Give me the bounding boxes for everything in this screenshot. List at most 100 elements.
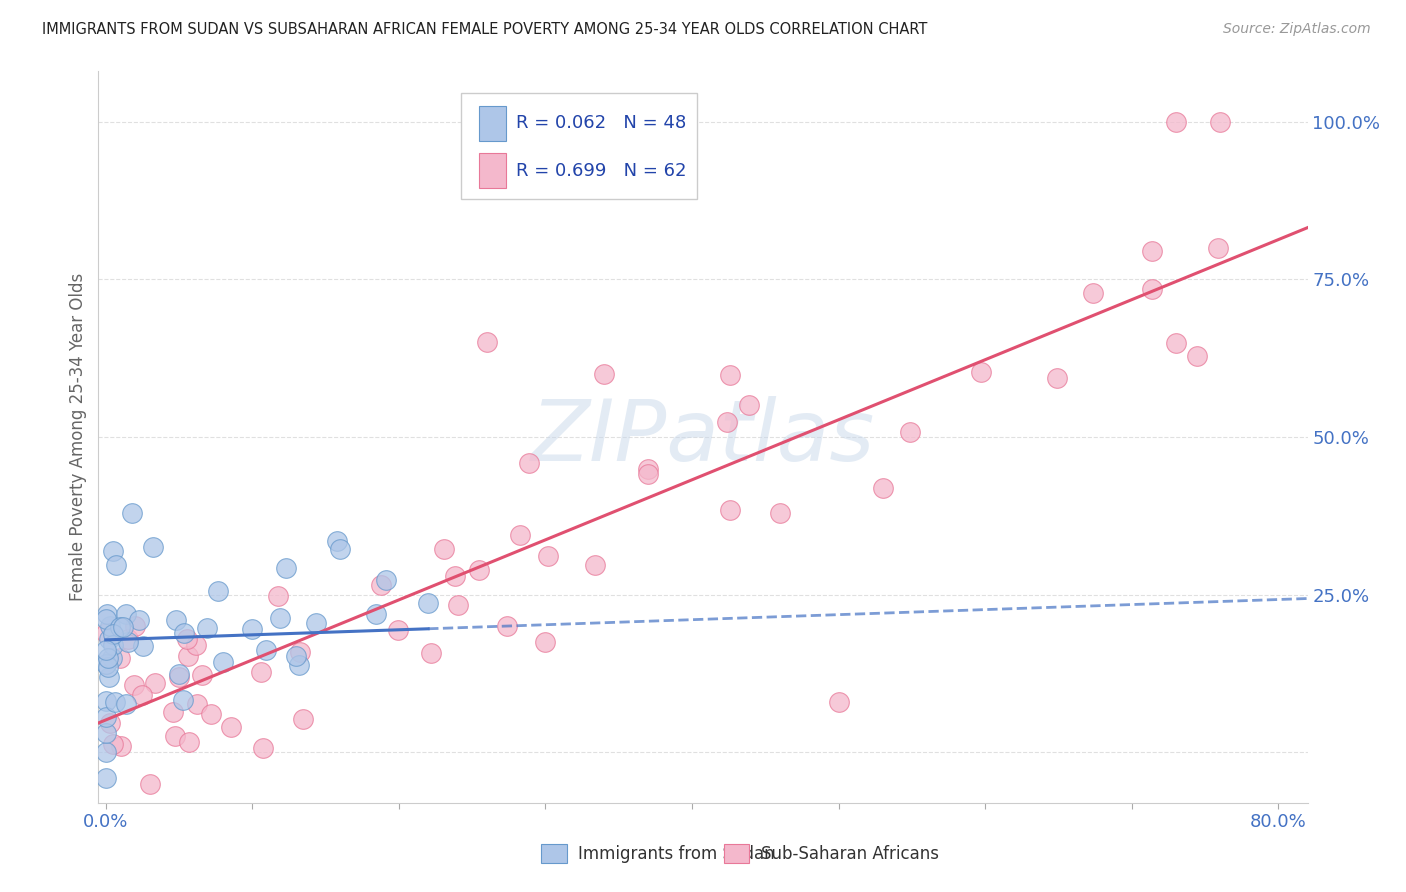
- Point: [1166, 336, 1188, 351]
- Point: [165, 613, 187, 627]
- Point: [110, 650, 132, 665]
- Point: [517, 457, 540, 471]
- Point: [108, 620, 131, 634]
- Point: [191, 668, 214, 682]
- FancyBboxPatch shape: [479, 153, 506, 188]
- Point: [122, 678, 145, 692]
- Point: [110, 739, 132, 753]
- Point: [898, 425, 921, 439]
- Point: [97, 660, 120, 674]
- Point: [121, 506, 143, 520]
- Point: [131, 689, 153, 703]
- Text: Sub-Saharan Africans: Sub-Saharan Africans: [761, 845, 939, 863]
- Point: [94, 771, 117, 785]
- Point: [250, 665, 273, 680]
- Point: [115, 607, 138, 622]
- Point: [593, 367, 616, 381]
- Point: [98, 619, 121, 633]
- Point: [325, 534, 347, 549]
- Point: [94, 657, 117, 671]
- Point: [124, 619, 146, 633]
- Point: [366, 607, 388, 621]
- Point: [290, 645, 312, 659]
- Point: [132, 639, 155, 653]
- Point: [419, 646, 441, 660]
- Point: [534, 635, 557, 649]
- Text: ZIPatlas: ZIPatlas: [531, 395, 875, 479]
- Point: [96, 607, 118, 621]
- Point: [537, 549, 560, 563]
- Point: [104, 695, 127, 709]
- Point: [288, 658, 311, 673]
- Point: [718, 368, 741, 383]
- Point: [1046, 371, 1069, 385]
- Text: R = 0.699   N = 62: R = 0.699 N = 62: [516, 161, 686, 180]
- Point: [269, 610, 291, 624]
- Point: [252, 741, 274, 756]
- Point: [276, 561, 298, 575]
- Point: [195, 621, 218, 635]
- FancyBboxPatch shape: [461, 94, 697, 200]
- Point: [94, 745, 117, 759]
- Point: [97, 632, 120, 646]
- Point: [496, 619, 519, 633]
- Point: [637, 467, 659, 481]
- Point: [443, 568, 465, 582]
- Point: [163, 729, 186, 743]
- Point: [162, 705, 184, 719]
- Point: [117, 635, 139, 649]
- Point: [94, 625, 117, 640]
- Point: [291, 712, 314, 726]
- Point: [176, 632, 198, 647]
- Point: [267, 590, 290, 604]
- Point: [104, 558, 127, 573]
- Text: R = 0.062   N = 48: R = 0.062 N = 48: [516, 114, 686, 132]
- Point: [173, 625, 195, 640]
- Point: [305, 616, 328, 631]
- Point: [169, 670, 191, 684]
- Point: [468, 563, 491, 577]
- Point: [637, 461, 659, 475]
- Point: [583, 558, 606, 573]
- FancyBboxPatch shape: [479, 106, 506, 141]
- Point: [769, 506, 792, 520]
- Point: [142, 540, 165, 554]
- Point: [97, 670, 120, 684]
- Point: [167, 666, 190, 681]
- Point: [738, 398, 761, 412]
- Point: [128, 613, 150, 627]
- Point: [718, 503, 741, 517]
- Point: [138, 777, 160, 791]
- Point: [186, 697, 208, 711]
- Point: [212, 655, 235, 669]
- Point: [1140, 282, 1163, 296]
- Point: [716, 415, 738, 429]
- Point: [285, 649, 308, 664]
- Point: [94, 710, 117, 724]
- Point: [872, 481, 894, 495]
- Point: [94, 611, 117, 625]
- Point: [1081, 286, 1104, 301]
- Point: [184, 638, 207, 652]
- Text: IMMIGRANTS FROM SUDAN VS SUBSAHARAN AFRICAN FEMALE POVERTY AMONG 25-34 YEAR OLDS: IMMIGRANTS FROM SUDAN VS SUBSAHARAN AFRI…: [42, 22, 928, 37]
- Point: [970, 365, 993, 379]
- Point: [200, 707, 222, 722]
- Point: [509, 527, 531, 541]
- Point: [101, 638, 124, 652]
- Point: [97, 651, 120, 665]
- Point: [1164, 115, 1187, 129]
- Point: [112, 620, 135, 634]
- Point: [219, 720, 242, 734]
- Point: [115, 697, 138, 711]
- Point: [94, 694, 117, 708]
- Point: [101, 543, 124, 558]
- Point: [240, 622, 263, 636]
- Point: [475, 335, 498, 350]
- Point: [254, 642, 277, 657]
- Point: [387, 623, 409, 637]
- Point: [100, 650, 122, 665]
- Point: [447, 598, 470, 612]
- Point: [143, 676, 166, 690]
- Point: [433, 542, 456, 557]
- Point: [1208, 115, 1230, 129]
